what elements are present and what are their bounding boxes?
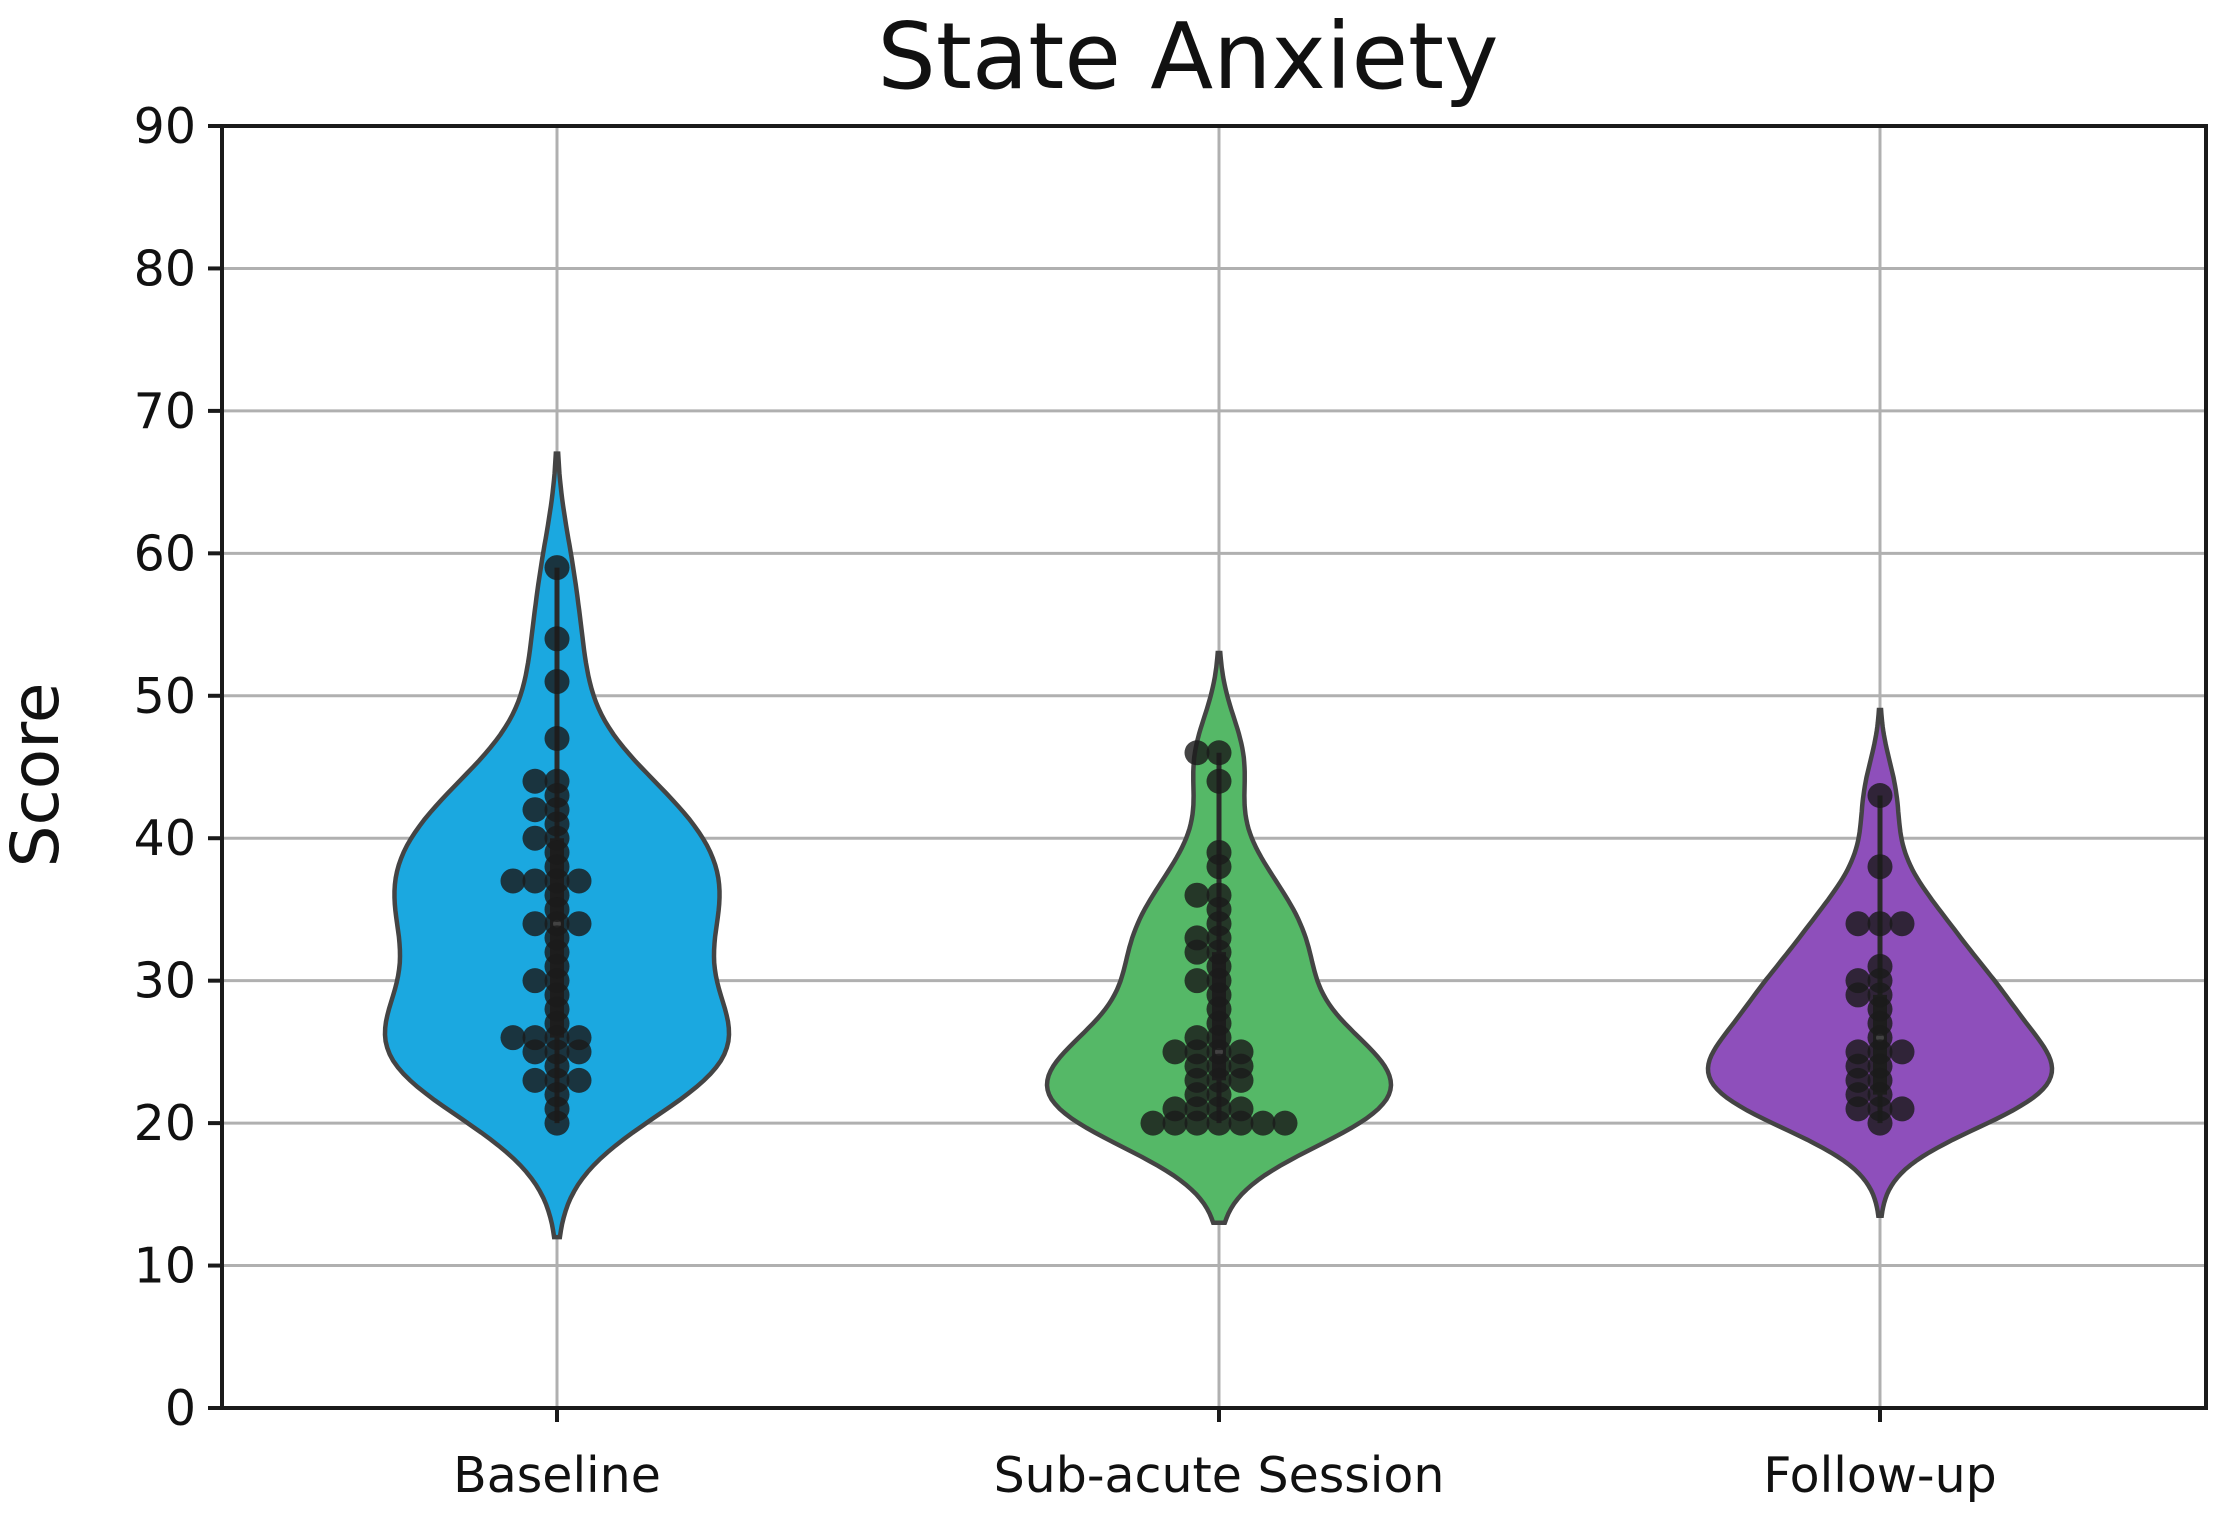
- data-point: [1845, 1096, 1871, 1122]
- data-point: [566, 1067, 592, 1093]
- data-point: [522, 868, 548, 894]
- data-point: [1140, 1110, 1166, 1136]
- data-point: [566, 868, 592, 894]
- data-point: [1867, 911, 1893, 937]
- data-point: [1228, 1067, 1254, 1093]
- data-point: [522, 911, 548, 937]
- data-point: [522, 825, 548, 851]
- data-point: [1867, 1110, 1893, 1136]
- data-point: [1206, 1110, 1232, 1136]
- y-tick-label: 20: [134, 1095, 196, 1152]
- y-tick-label: 40: [134, 810, 196, 867]
- y-tick-label: 90: [134, 98, 196, 155]
- data-point: [500, 1025, 526, 1051]
- data-point: [544, 726, 570, 752]
- data-point: [566, 911, 592, 937]
- chart-title: State Anxiety: [877, 3, 1498, 110]
- data-point: [522, 797, 548, 823]
- y-tick-label: 0: [165, 1380, 196, 1437]
- data-point: [1206, 740, 1232, 766]
- data-point: [500, 868, 526, 894]
- data-point: [1162, 1039, 1188, 1065]
- data-point: [1867, 782, 1893, 808]
- data-point: [1206, 854, 1232, 880]
- data-point: [1889, 911, 1915, 937]
- data-point: [1889, 1096, 1915, 1122]
- x-tick-label: Sub-acute Session: [994, 1447, 1445, 1504]
- data-point: [544, 555, 570, 581]
- y-tick-label: 50: [134, 668, 196, 725]
- y-axis-label: Score: [0, 683, 74, 868]
- data-point: [1272, 1110, 1298, 1136]
- data-point: [566, 1039, 592, 1065]
- data-point: [544, 669, 570, 695]
- data-point: [522, 1039, 548, 1065]
- y-tick-label: 30: [134, 953, 196, 1010]
- data-point: [1184, 740, 1210, 766]
- data-point: [544, 626, 570, 652]
- y-tick-label: 10: [134, 1238, 196, 1295]
- data-point: [1845, 982, 1871, 1008]
- data-point: [1184, 1110, 1210, 1136]
- data-point: [1184, 968, 1210, 994]
- data-point: [1228, 1110, 1254, 1136]
- data-point: [1889, 1039, 1915, 1065]
- y-tick-label: 60: [134, 525, 196, 582]
- axis-ticks: 0 10 20 30 40 50 60 70 80 90 Baseline Sub-acute Ses…: [134, 98, 1997, 1504]
- y-tick-label: 80: [134, 240, 196, 297]
- data-point: [1250, 1110, 1276, 1136]
- plot-frame: [220, 124, 2208, 1410]
- data-point: [522, 1067, 548, 1093]
- data-point: [522, 768, 548, 794]
- x-tick-label: Baseline: [453, 1447, 661, 1504]
- data-point: [1162, 1110, 1188, 1136]
- swarm-points: [500, 555, 1915, 1136]
- data-point: [1184, 939, 1210, 965]
- data-point: [1206, 768, 1232, 794]
- y-tick-label: 70: [134, 383, 196, 440]
- data-point: [1845, 911, 1871, 937]
- data-point: [1184, 882, 1210, 908]
- data-point: [1867, 854, 1893, 880]
- data-point: [544, 1110, 570, 1136]
- x-tick-label: Follow-up: [1763, 1447, 1997, 1504]
- data-point: [522, 968, 548, 994]
